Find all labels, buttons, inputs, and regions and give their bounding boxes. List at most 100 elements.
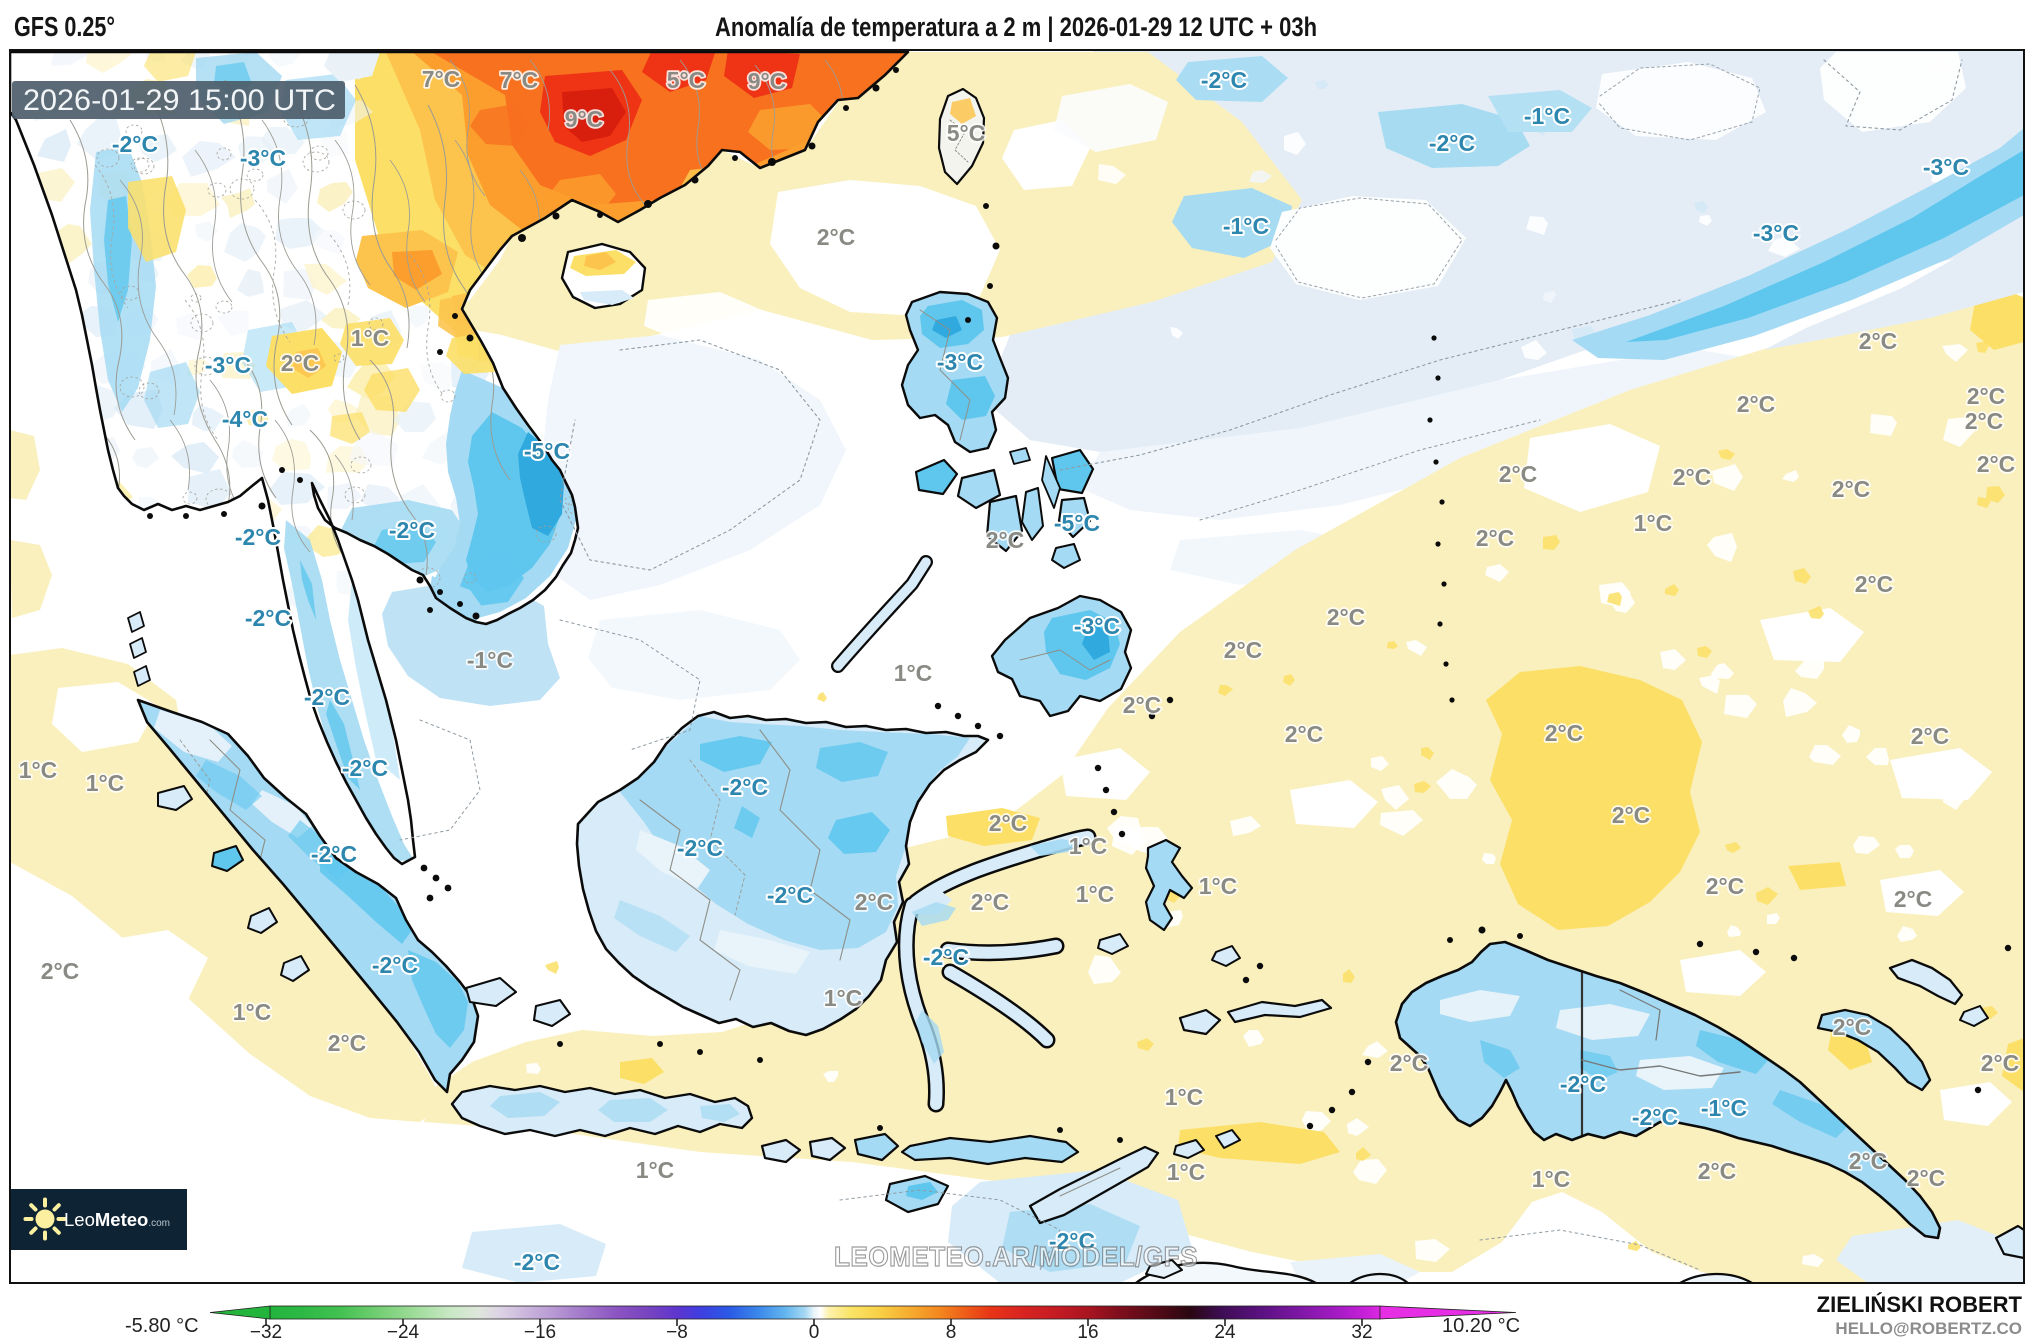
- svg-text:-2°C: -2°C: [245, 605, 291, 631]
- svg-text:-1°C: -1°C: [1524, 103, 1570, 129]
- svg-text:2°C: 2°C: [1612, 802, 1651, 828]
- svg-text:7°C: 7°C: [422, 66, 461, 92]
- svg-text:−16: −16: [524, 1322, 556, 1339]
- svg-text:2°C: 2°C: [1327, 604, 1366, 630]
- svg-text:-4°C: -4°C: [222, 406, 268, 432]
- svg-text:1°C: 1°C: [636, 1157, 675, 1183]
- svg-text:24: 24: [1214, 1322, 1236, 1339]
- svg-text:2°C: 2°C: [986, 527, 1025, 553]
- svg-text:-3°C: -3°C: [1753, 220, 1799, 246]
- svg-text:2°C: 2°C: [328, 1030, 367, 1056]
- svg-text:2°C: 2°C: [1545, 720, 1584, 746]
- svg-text:-2°C: -2°C: [342, 755, 388, 781]
- svg-text:1°C: 1°C: [1069, 833, 1108, 859]
- svg-text:Anomalía de temperatura a 2 m: Anomalía de temperatura a 2 m | 2026-01-…: [715, 12, 1317, 42]
- svg-text:-2°C: -2°C: [311, 841, 357, 867]
- svg-text:LEOMETEO.AR/MODEL/GFS: LEOMETEO.AR/MODEL/GFS: [834, 1241, 1198, 1272]
- svg-text:2°C: 2°C: [855, 889, 894, 915]
- svg-text:-2°C: -2°C: [372, 952, 418, 978]
- svg-text:8: 8: [946, 1322, 957, 1339]
- svg-text:1°C: 1°C: [86, 770, 125, 796]
- svg-text:1°C: 1°C: [1634, 510, 1673, 536]
- svg-text:-2°C: -2°C: [514, 1249, 560, 1275]
- svg-text:2°C: 2°C: [1911, 723, 1950, 749]
- svg-text:-2°C: -2°C: [722, 774, 768, 800]
- svg-text:-2°C: -2°C: [235, 524, 281, 550]
- svg-text:2°C: 2°C: [1737, 391, 1776, 417]
- svg-text:-2°C: -2°C: [1049, 1228, 1095, 1254]
- svg-text:1°C: 1°C: [19, 757, 58, 783]
- svg-text:32: 32: [1351, 1322, 1372, 1339]
- svg-text:-2°C: -2°C: [923, 944, 969, 970]
- svg-text:-2°C: -2°C: [1632, 1104, 1678, 1130]
- svg-text:2°C: 2°C: [1849, 1148, 1888, 1174]
- svg-text:2°C: 2°C: [1967, 383, 2006, 409]
- svg-text:−32: −32: [250, 1322, 282, 1339]
- svg-text:7°C: 7°C: [500, 67, 539, 93]
- svg-text:9°C: 9°C: [565, 106, 604, 132]
- svg-text:2026-01-29 15:00 UTC: 2026-01-29 15:00 UTC: [23, 84, 336, 117]
- svg-text:2°C: 2°C: [1981, 1050, 2020, 1076]
- svg-text:LeoMeteo.com: LeoMeteo.com: [64, 1209, 170, 1230]
- svg-text:5°C: 5°C: [947, 120, 986, 146]
- svg-text:−24: −24: [387, 1322, 420, 1339]
- svg-text:2°C: 2°C: [1390, 1050, 1429, 1076]
- svg-text:-3°C: -3°C: [205, 352, 251, 378]
- svg-text:2°C: 2°C: [1499, 461, 1538, 487]
- svg-text:1°C: 1°C: [1167, 1159, 1206, 1185]
- svg-text:-3°C: -3°C: [1923, 154, 1969, 180]
- svg-text:2°C: 2°C: [1833, 1014, 1872, 1040]
- svg-text:1°C: 1°C: [1165, 1084, 1204, 1110]
- svg-text:-5.80 °C: -5.80 °C: [125, 1315, 199, 1337]
- svg-text:HELLO@ROBERTZ.CO: HELLO@ROBERTZ.CO: [1835, 1319, 2022, 1338]
- svg-text:−8: −8: [666, 1322, 688, 1339]
- svg-text:2°C: 2°C: [1859, 328, 1898, 354]
- svg-text:-3°C: -3°C: [937, 349, 983, 375]
- svg-text:2°C: 2°C: [1673, 464, 1712, 490]
- svg-text:-3°C: -3°C: [1074, 613, 1120, 639]
- svg-text:-2°C: -2°C: [1560, 1071, 1606, 1097]
- svg-text:2°C: 2°C: [1855, 571, 1894, 597]
- svg-text:1°C: 1°C: [351, 325, 390, 351]
- svg-text:2°C: 2°C: [281, 350, 320, 376]
- svg-text:2°C: 2°C: [41, 958, 80, 984]
- svg-text:1°C: 1°C: [824, 985, 863, 1011]
- svg-text:5°C: 5°C: [667, 67, 706, 93]
- svg-text:-2°C: -2°C: [1429, 130, 1475, 156]
- svg-text:GFS 0.25°: GFS 0.25°: [14, 11, 115, 42]
- svg-text:-1°C: -1°C: [467, 647, 513, 673]
- svg-text:-2°C: -2°C: [389, 517, 435, 543]
- svg-text:9°C: 9°C: [748, 68, 787, 94]
- svg-text:-1°C: -1°C: [1223, 213, 1269, 239]
- svg-text:2°C: 2°C: [1123, 692, 1162, 718]
- svg-text:16: 16: [1077, 1322, 1098, 1339]
- svg-text:-5°C: -5°C: [524, 438, 570, 464]
- svg-text:1°C: 1°C: [894, 660, 933, 686]
- svg-text:2°C: 2°C: [817, 224, 856, 250]
- svg-text:10.20 °C: 10.20 °C: [1442, 1315, 1520, 1337]
- svg-text:2°C: 2°C: [1965, 408, 2004, 434]
- svg-text:-5°C: -5°C: [1054, 510, 1100, 536]
- svg-text:2°C: 2°C: [1832, 476, 1871, 502]
- svg-text:2°C: 2°C: [1907, 1165, 1946, 1191]
- svg-text:2°C: 2°C: [1476, 525, 1515, 551]
- svg-text:-2°C: -2°C: [767, 882, 813, 908]
- svg-text:2°C: 2°C: [1698, 1158, 1737, 1184]
- svg-text:-2°C: -2°C: [677, 835, 723, 861]
- svg-text:1°C: 1°C: [1532, 1166, 1571, 1192]
- svg-text:-2°C: -2°C: [112, 131, 158, 157]
- svg-text:1°C: 1°C: [233, 999, 272, 1025]
- svg-text:-1°C: -1°C: [1701, 1095, 1747, 1121]
- svg-text:2°C: 2°C: [989, 810, 1028, 836]
- svg-text:-2°C: -2°C: [304, 684, 350, 710]
- svg-text:2°C: 2°C: [1894, 886, 1933, 912]
- svg-text:ZIELIŃSKI ROBERT: ZIELIŃSKI ROBERT: [1817, 1292, 2023, 1317]
- svg-text:2°C: 2°C: [1285, 721, 1324, 747]
- svg-text:0: 0: [809, 1322, 820, 1339]
- svg-text:2°C: 2°C: [971, 889, 1010, 915]
- svg-text:2°C: 2°C: [1977, 451, 2016, 477]
- svg-text:-2°C: -2°C: [1201, 67, 1247, 93]
- svg-text:-3°C: -3°C: [240, 145, 286, 171]
- svg-text:1°C: 1°C: [1076, 881, 1115, 907]
- svg-text:2°C: 2°C: [1224, 637, 1263, 663]
